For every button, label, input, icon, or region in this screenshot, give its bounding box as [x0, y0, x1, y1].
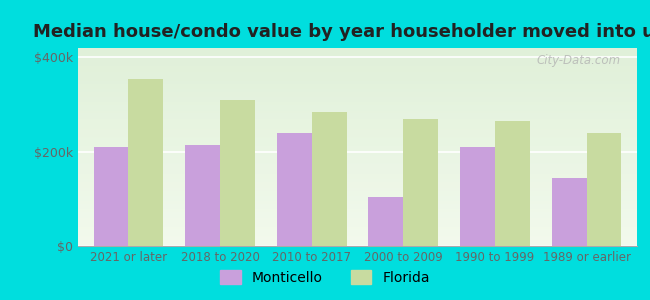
Bar	[277, 133, 312, 246]
Bar	[185, 145, 220, 246]
Bar	[312, 112, 346, 246]
Bar	[129, 79, 163, 246]
Bar	[369, 196, 403, 246]
Bar	[460, 147, 495, 246]
Bar	[586, 133, 621, 246]
Bar	[403, 119, 438, 246]
Text: City-Data.com: City-Data.com	[536, 54, 620, 67]
Title: Median house/condo value by year householder moved into unit: Median house/condo value by year househo…	[32, 23, 650, 41]
Bar	[94, 147, 129, 246]
Legend: Monticello, Florida: Monticello, Florida	[214, 264, 436, 290]
Bar	[220, 100, 255, 246]
Bar	[495, 121, 530, 246]
Bar	[552, 178, 586, 246]
